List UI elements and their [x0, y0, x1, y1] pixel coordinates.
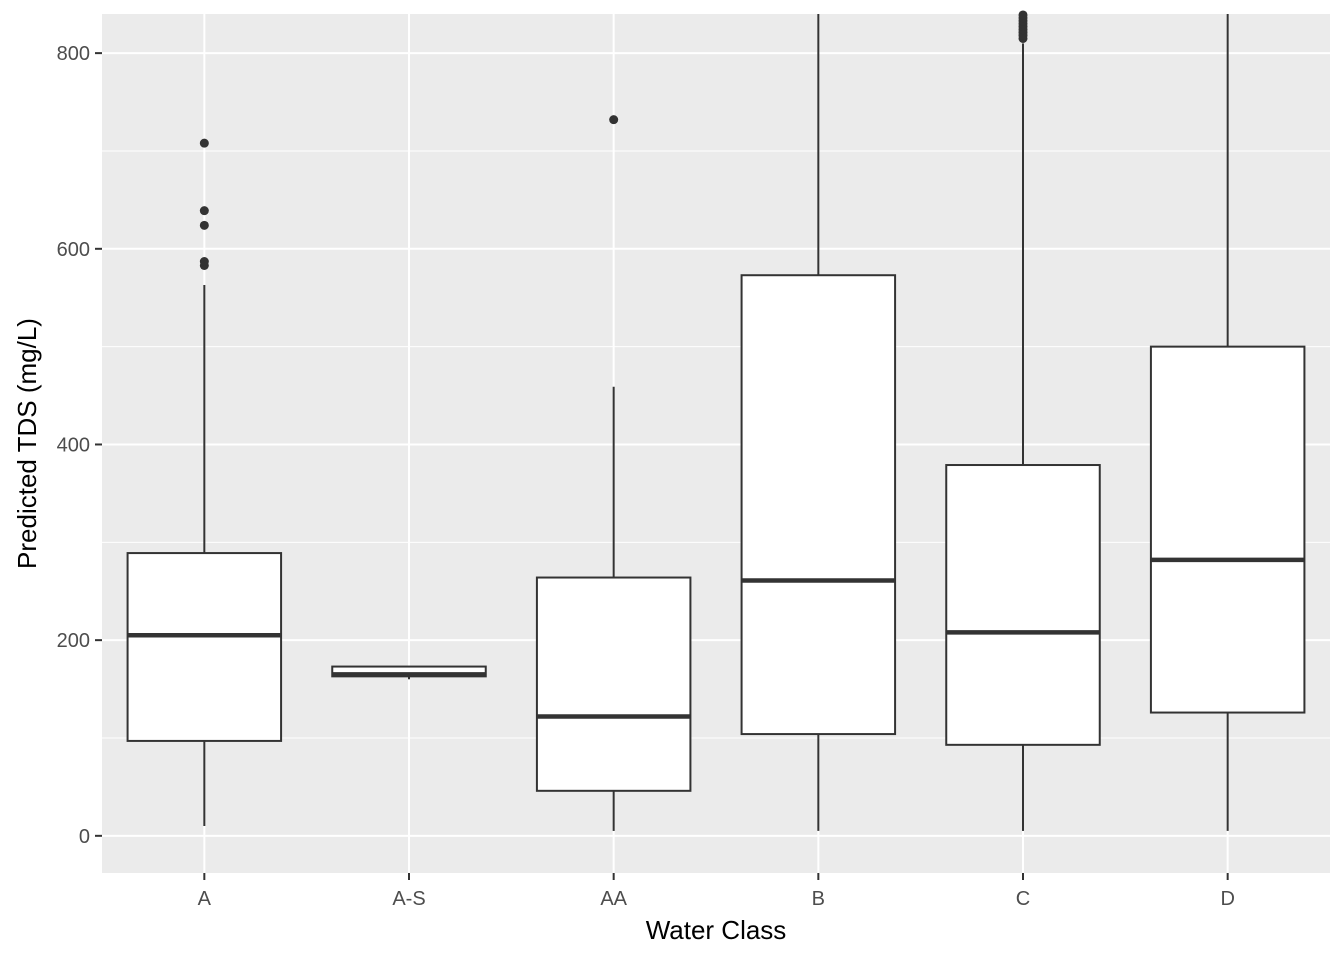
- x-axis-title: Water Class: [646, 915, 787, 945]
- y-tick-label: 800: [57, 43, 90, 65]
- y-tick-label: 0: [79, 826, 90, 848]
- x-tick-label: A-S: [392, 888, 425, 910]
- outlier-point: [609, 115, 619, 125]
- box-A-S: [331, 665, 487, 680]
- box-D: [1149, 14, 1306, 831]
- box-C: [945, 10, 1101, 831]
- x-tick-label: D: [1220, 888, 1234, 910]
- x-tick-label: B: [812, 888, 825, 910]
- iqr-box: [945, 464, 1101, 746]
- outlier-point: [199, 138, 209, 148]
- iqr-box: [1149, 345, 1306, 714]
- y-tick-label: 600: [57, 239, 90, 261]
- outlier-point: [1018, 10, 1028, 20]
- box-A: [126, 138, 283, 827]
- box-AA: [535, 115, 692, 831]
- outlier-point: [199, 257, 209, 267]
- box-series: [126, 10, 1306, 831]
- y-tick-label: 200: [57, 630, 90, 652]
- y-axis: 0 200 400 600 800: [57, 43, 102, 848]
- iqr-box: [740, 274, 897, 736]
- y-tick-label: 400: [57, 434, 90, 456]
- minor-gridlines: [102, 150, 1330, 739]
- x-tick-label: AA: [600, 888, 627, 910]
- x-tick-label: A: [198, 888, 212, 910]
- outlier-point: [199, 220, 209, 230]
- x-axis: A A-S AA B C D: [198, 873, 1235, 910]
- iqr-box: [126, 552, 283, 742]
- outlier-point: [199, 206, 209, 216]
- y-axis-title: Predicted TDS (mg/L): [12, 318, 42, 569]
- x-tick-label: C: [1016, 888, 1030, 910]
- iqr-box: [535, 576, 692, 792]
- box-B: [740, 14, 897, 831]
